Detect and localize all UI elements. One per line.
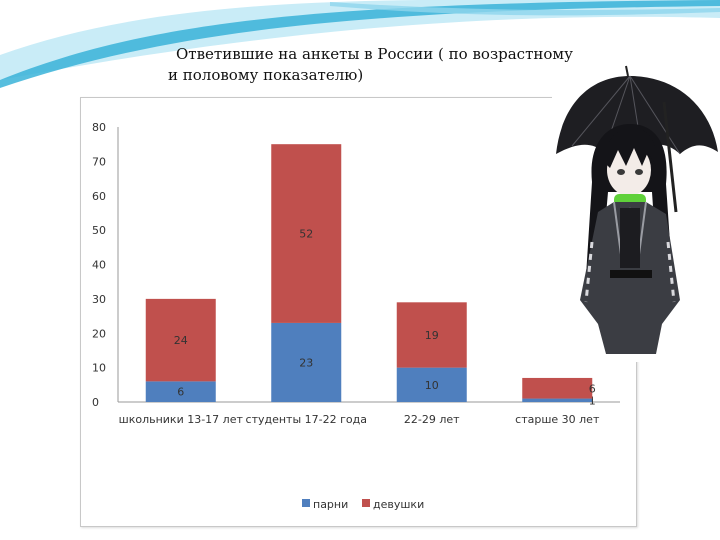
bar-парни xyxy=(522,398,593,402)
stacked-bar-chart: 0 10 20 30 40 50 60 70 80 6 24 школьники 13-17 лет 2… xyxy=(92,121,620,511)
decorative-wave xyxy=(0,0,720,88)
y-tick-label: 70 xyxy=(92,155,106,168)
bar-парни xyxy=(396,367,467,402)
slide-title-line-1: Ответившие на анкеты в России ( по возра… xyxy=(176,45,573,63)
bar-девушки xyxy=(522,377,593,399)
umbrella-handle xyxy=(662,101,678,213)
y-tick-label: 80 xyxy=(92,121,106,134)
umbrella-girl-illustration xyxy=(552,62,720,362)
data-label: 52 xyxy=(299,228,313,241)
y-tick-label: 50 xyxy=(92,224,106,237)
coat-stripe-left xyxy=(584,241,594,303)
wave-dark-band xyxy=(0,0,720,88)
umbrella-tip xyxy=(625,65,629,77)
belt xyxy=(610,270,652,278)
x-category-label: старше 30 лет xyxy=(515,413,600,426)
data-label: 6 xyxy=(589,382,596,395)
slide-title-line-2: и половому показателю) xyxy=(168,66,364,84)
left-eye xyxy=(617,169,625,175)
y-tick-label: 60 xyxy=(92,190,106,203)
data-label: 1 xyxy=(589,394,596,407)
legend-swatch xyxy=(302,499,310,507)
wave-streak xyxy=(330,2,720,16)
data-label: 19 xyxy=(425,329,439,342)
y-tick-label: 40 xyxy=(92,259,106,272)
x-category-label: школьники 13-17 лет xyxy=(119,413,244,426)
x-category-label: студенты 17-22 года xyxy=(246,413,367,426)
data-label: 24 xyxy=(174,334,188,347)
wave-light-band xyxy=(0,0,720,80)
data-label: 6 xyxy=(177,386,184,399)
data-label: 23 xyxy=(299,356,313,369)
hair-fringe xyxy=(604,128,657,168)
legend-swatch xyxy=(362,499,370,507)
y-tick-label: 10 xyxy=(92,362,106,375)
slide-title: Ответившие на анкеты в России ( по возра… xyxy=(168,44,608,86)
bar-девушки xyxy=(145,298,216,382)
bar-девушки xyxy=(396,302,467,368)
legend-label: девушки xyxy=(373,498,424,511)
umbrella-ribs xyxy=(571,75,681,155)
y-tick-label: 30 xyxy=(92,293,106,306)
bar-парни xyxy=(271,322,342,402)
data-label: 10 xyxy=(425,379,439,392)
y-tick-label: 20 xyxy=(92,327,106,340)
shirt xyxy=(620,208,640,268)
y-tick-label: 0 xyxy=(92,396,99,409)
right-eye xyxy=(635,169,643,175)
coat-stripe-right xyxy=(666,241,676,303)
bar-парни xyxy=(145,381,216,402)
bar-девушки xyxy=(271,144,342,323)
legend-label: парни xyxy=(313,498,348,511)
umbrella-canopy xyxy=(556,76,718,154)
x-category-label: 22-29 лет xyxy=(404,413,460,426)
